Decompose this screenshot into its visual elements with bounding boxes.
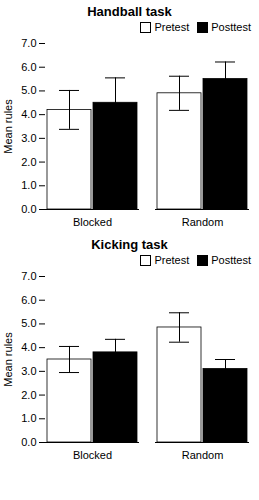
svg-text:Blocked: Blocked <box>73 216 112 228</box>
svg-text:6.0: 6.0 <box>21 294 36 306</box>
svg-text:Blocked: Blocked <box>73 449 112 461</box>
svg-text:Mean rules: Mean rules <box>2 332 14 387</box>
html-text:Posttest: Posttest <box>211 254 251 266</box>
svg-text:5.0: 5.0 <box>21 84 36 96</box>
html-text:Pretest: Pretest <box>154 21 190 33</box>
svg-text:4.0: 4.0 <box>21 341 36 353</box>
svg-text:1.0: 1.0 <box>21 179 36 191</box>
html-text:Kicking task: Kicking task <box>91 237 168 252</box>
svg-text:4.0: 4.0 <box>21 108 36 120</box>
svg-text:0.0: 0.0 <box>21 203 36 215</box>
html-text:Pretest: Pretest <box>154 254 190 266</box>
svg-text:7.0: 7.0 <box>21 37 36 49</box>
svg-text:3.0: 3.0 <box>21 132 36 144</box>
svg-text:2.0: 2.0 <box>21 156 36 168</box>
html-text:Posttest: Posttest <box>211 21 251 33</box>
svg-text:0.0: 0.0 <box>21 436 36 448</box>
svg-text:2.0: 2.0 <box>21 389 36 401</box>
svg-text:Random: Random <box>182 216 224 228</box>
svg-text:3.0: 3.0 <box>21 365 36 377</box>
svg-text:7.0: 7.0 <box>21 270 36 282</box>
svg-text:5.0: 5.0 <box>21 317 36 329</box>
html-text:Handball task: Handball task <box>87 4 172 19</box>
svg-text:6.0: 6.0 <box>21 61 36 73</box>
svg-text:Random: Random <box>182 449 224 461</box>
svg-text:1.0: 1.0 <box>21 412 36 424</box>
svg-text:Mean rules: Mean rules <box>2 99 14 154</box>
